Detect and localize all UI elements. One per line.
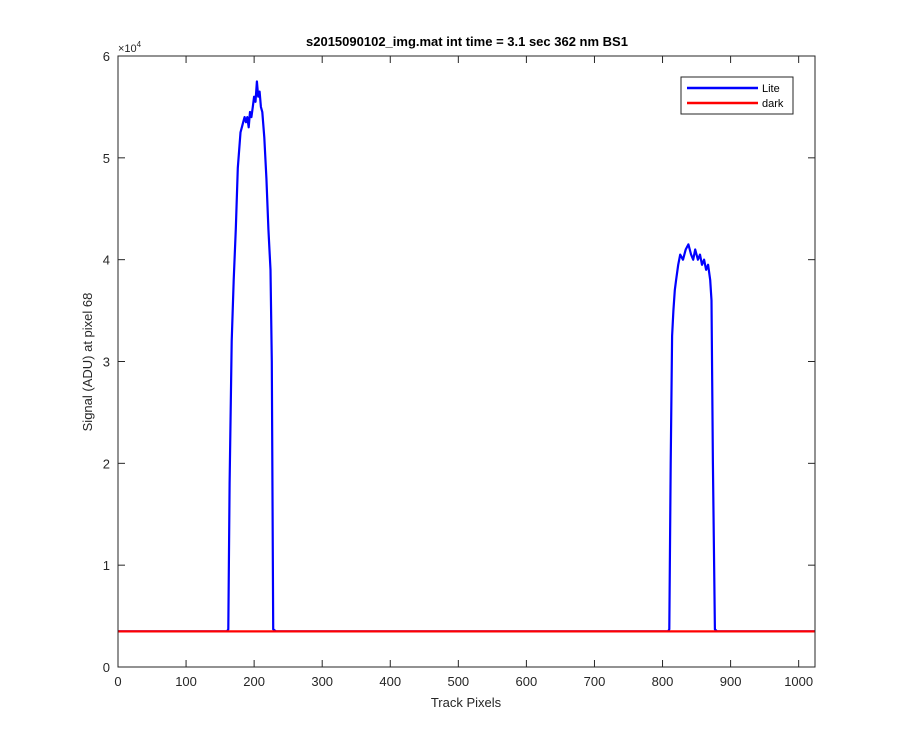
series-layer	[118, 80, 815, 633]
legend-box	[680, 76, 794, 115]
y-axis-label: Signal (ADU) at pixel 68	[80, 293, 95, 432]
x-axis-label: Track Pixels	[431, 695, 502, 710]
x-tick-label: 0	[114, 674, 121, 689]
y-tick-label: 2	[103, 456, 110, 471]
x-tick-label: 500	[447, 674, 469, 689]
x-tick-label: 100	[175, 674, 197, 689]
y-tick-label: 0	[103, 660, 110, 675]
y-tick-label: 6	[103, 49, 110, 64]
plot-area	[118, 56, 815, 667]
x-tick-label: 400	[379, 674, 401, 689]
y-tick-label: 3	[103, 355, 110, 370]
legend-label-lite: Lite	[762, 83, 780, 95]
x-tick-label: 600	[516, 674, 538, 689]
y-exponent-label: ×104	[118, 40, 142, 55]
y-tick-label: 1	[103, 558, 110, 573]
x-tick-label: 700	[584, 674, 606, 689]
x-tick-label: 200	[243, 674, 265, 689]
axes-layer: 0 100 200 300 400 500 600 700 800 900 1000 0 1 2 3 4 5 6 ×…	[103, 40, 816, 689]
legend-label-dark: dark	[762, 98, 784, 110]
x-tick-label: 300	[311, 674, 333, 689]
legend: Lite dark	[680, 76, 794, 115]
x-tick-label: 900	[720, 674, 742, 689]
y-tick-label: 5	[103, 151, 110, 166]
y-tick-label: 4	[103, 253, 110, 268]
x-tick-label: 800	[652, 674, 674, 689]
chart-title: s2015090102_img.mat int time = 3.1 sec 3…	[306, 34, 628, 49]
x-tick-label: 1000	[784, 674, 813, 689]
